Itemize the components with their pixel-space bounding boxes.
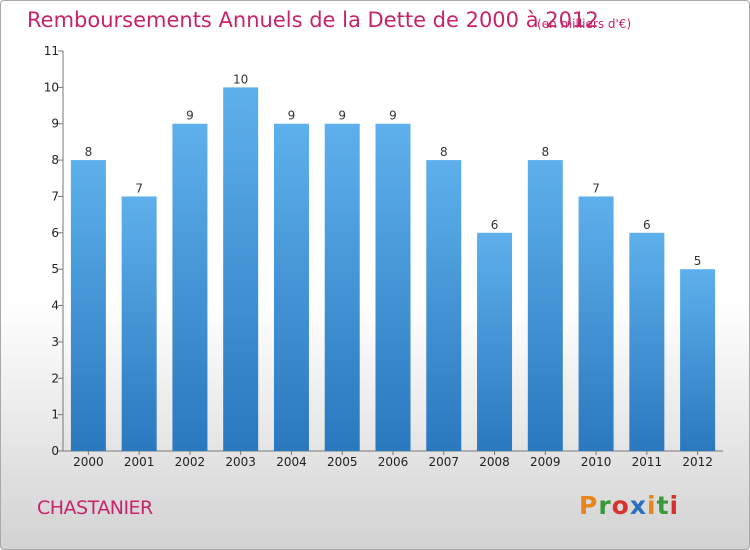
logo-letter: t (656, 491, 670, 520)
x-tick-label: 2008 (479, 455, 510, 469)
y-tick-label: 2 (51, 371, 59, 385)
y-tick-label: 4 (51, 299, 59, 313)
bar-2009 (527, 160, 563, 451)
bar-2010 (578, 196, 614, 451)
x-tick-label: 2000 (73, 455, 104, 469)
value-label: 7 (135, 181, 143, 195)
y-tick-label: 0 (51, 444, 59, 458)
value-label: 9 (338, 109, 346, 123)
y-tick-label: 9 (51, 117, 59, 131)
value-label: 9 (389, 109, 397, 123)
value-label: 9 (186, 109, 194, 123)
bar-2005 (324, 123, 360, 452)
x-tick-label: 2005 (327, 455, 358, 469)
logo-letter: i (647, 491, 657, 520)
x-tick-label: 2009 (530, 455, 561, 469)
value-label: 5 (694, 254, 702, 268)
bar-2012 (680, 269, 716, 451)
y-tick-label: 1 (51, 408, 59, 422)
bar-2006 (375, 123, 411, 452)
bar-2002 (172, 123, 208, 452)
y-tick-label: 8 (51, 153, 59, 167)
y-tick-label: 3 (51, 335, 59, 349)
logo-letter: i (669, 491, 680, 520)
x-tick-label: 2002 (175, 455, 206, 469)
x-tick-label: 2010 (581, 455, 612, 469)
value-label: 8 (541, 145, 549, 159)
x-tick-label: 2006 (378, 455, 409, 469)
logo-letter: r (598, 491, 612, 520)
value-label: 6 (643, 218, 651, 232)
value-label: 7 (592, 181, 600, 195)
y-tick-label: 6 (51, 226, 59, 240)
proxiti-logo: Proxiti (579, 491, 679, 520)
value-label: 8 (440, 145, 448, 159)
bars (70, 87, 716, 452)
x-tick-label: 2004 (276, 455, 307, 469)
x-tick-label: 2012 (682, 455, 713, 469)
bar-2007 (426, 160, 462, 451)
logo-letter: o (611, 491, 630, 520)
value-label: 9 (288, 109, 296, 123)
x-tick-label: 2001 (124, 455, 155, 469)
y-tick-label: 10 (44, 80, 59, 94)
value-labels: 8 7 9 10 9 9 9 8 6 8 7 6 5 (85, 72, 702, 268)
x-tick-label: 2003 (225, 455, 256, 469)
value-label: 8 (85, 145, 93, 159)
y-tick-label: 11 (44, 44, 59, 58)
value-label: 6 (491, 218, 499, 232)
bar-2003 (223, 87, 259, 451)
value-label: 10 (233, 72, 248, 86)
x-tick-label: 2011 (632, 455, 663, 469)
y-tick-label: 5 (51, 262, 59, 276)
bar-2001 (121, 196, 157, 451)
bar-2008 (477, 232, 513, 451)
bar-2000 (70, 160, 106, 451)
chart-units: (en milliers d'€) (537, 17, 632, 31)
x-axis: 2000 2001 2002 2003 2004 2005 2006 2007 2008 2009… (73, 451, 713, 469)
logo-letter: x (629, 491, 647, 520)
chart-title: Remboursements Annuels de la Dette de 20… (27, 8, 599, 32)
bar-2004 (273, 123, 309, 452)
logo-letter: P (579, 491, 599, 520)
x-tick-label: 2007 (428, 455, 459, 469)
commune-name: CHASTANIER (37, 497, 153, 519)
bar-2011 (629, 232, 665, 451)
y-tick-label: 7 (51, 189, 59, 203)
